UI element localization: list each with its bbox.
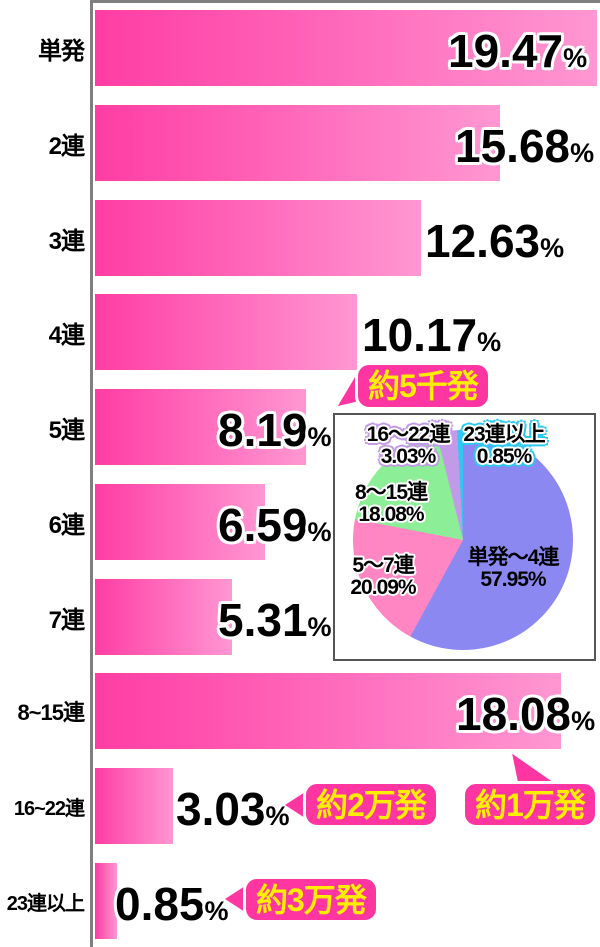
bar-value: 12.63% [425, 215, 565, 267]
bar-value: 3.03% [176, 783, 290, 835]
bar-value: 19.47% [448, 25, 588, 77]
bar [95, 863, 117, 939]
bar-value: 18.08% [456, 688, 596, 740]
bar-category-label: 4連 [48, 321, 85, 349]
bar [95, 768, 173, 844]
bar [95, 389, 306, 465]
plot-top-border [90, 0, 600, 3]
bar-category-label: 6連 [48, 511, 85, 539]
pie-slice-label: 5～7連 20.09% [350, 553, 416, 599]
bar [95, 105, 500, 181]
bar-category-label: 2連 [48, 132, 85, 160]
bar [95, 484, 265, 560]
bar-category-label: 5連 [48, 416, 85, 444]
pie-slice-label: 8～15連 18.08% [354, 480, 428, 526]
bar-value: 10.17% [362, 309, 502, 361]
pie-chart [353, 430, 573, 650]
callout-about-10k: 約1万発 [462, 781, 598, 828]
bar-category-label: 23連以上 [6, 892, 85, 915]
bar [95, 673, 561, 749]
bar-category-label: 3連 [48, 227, 85, 255]
pie-slice-label: 23連以上 0.85% [463, 422, 545, 468]
y-axis-line [90, 0, 93, 947]
callout-about-20k: 約2万発 [303, 781, 439, 828]
bar [95, 10, 597, 86]
bar-value: 5.31% [218, 594, 332, 646]
bar [95, 579, 232, 655]
bar-value: 8.19% [218, 404, 332, 456]
bar-category-label: 8~15連 [17, 700, 85, 725]
bar-value: 0.85% [115, 878, 229, 930]
callout-about-5k: 約5千発 [355, 362, 491, 410]
pie-slice-label: 単発～4連 57.95% [467, 545, 560, 591]
bar-category-label: 16~22連 [13, 797, 85, 820]
bar [95, 294, 357, 370]
callout-about-30k: 約3万発 [243, 876, 379, 923]
bar-value: 15.68% [455, 120, 595, 172]
bar-category-label: 7連 [48, 606, 85, 634]
bar [95, 200, 421, 276]
bar-value: 6.59% [218, 499, 332, 551]
bar-category-label: 単発 [38, 37, 85, 65]
pie-slice-label: 16～22連 3.03% [366, 422, 451, 468]
